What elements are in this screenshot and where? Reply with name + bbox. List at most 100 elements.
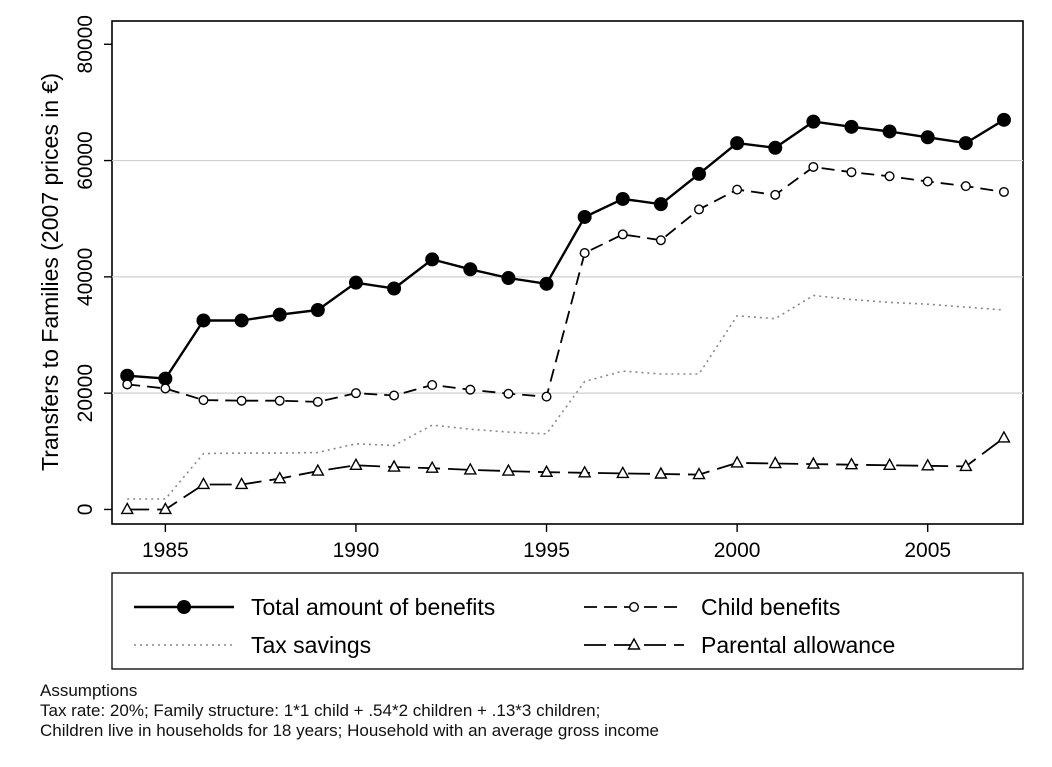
series-line [127, 118, 1005, 380]
legend-marker [627, 637, 641, 650]
data-point [884, 171, 895, 182]
legend-label: Tax savings [251, 632, 371, 658]
data-point [579, 248, 590, 259]
data-point [997, 430, 1011, 443]
data-point [996, 112, 1011, 127]
legend-label: Total amount of benefits [251, 594, 495, 620]
data-point [539, 276, 554, 291]
data-point [274, 395, 285, 406]
data-point [236, 395, 247, 406]
data-point [539, 464, 554, 477]
data-point [998, 186, 1009, 197]
series-group [120, 112, 1011, 515]
data-point [348, 275, 363, 290]
data-point [844, 457, 859, 470]
data-point [158, 371, 173, 386]
data-point [273, 471, 287, 484]
x-tick-label: 2000 [714, 539, 761, 562]
data-point [349, 457, 363, 470]
data-point [846, 167, 857, 178]
data-point [653, 197, 668, 212]
data-point [427, 380, 438, 391]
axes: 0 20000 40000 60000 80000 1985 1990 1995 2000 200… [74, 15, 951, 562]
series-line [127, 437, 1005, 511]
data-point [730, 455, 744, 468]
data-point [234, 477, 249, 490]
data-point [122, 379, 133, 390]
data-point [768, 456, 782, 469]
data-point [541, 391, 552, 402]
data-point [959, 458, 973, 472]
y-tick-label: 40000 [74, 248, 97, 306]
data-point [272, 307, 287, 322]
legend-label: Child benefits [701, 594, 840, 620]
data-point [160, 383, 171, 394]
x-tick-label: 1990 [333, 539, 380, 562]
data-point [770, 189, 781, 200]
assumptions-heading: Assumptions [40, 681, 138, 700]
data-point [882, 124, 897, 139]
data-point [694, 204, 705, 215]
x-tick-label: 2005 [904, 539, 951, 562]
data-point [158, 502, 173, 515]
x-tick-label: 1985 [142, 539, 189, 562]
data-point [501, 463, 516, 476]
data-point [465, 384, 476, 395]
data-point [196, 313, 211, 328]
legend: Total amount of benefits Child benefits Ta… [134, 594, 895, 658]
data-point [387, 281, 402, 296]
data-point [692, 467, 706, 480]
x-tick-label: 1995 [523, 539, 570, 562]
y-axis-label: Transfers to Families (2007 prices in €) [37, 73, 63, 471]
y-tick-label: 20000 [74, 364, 97, 422]
data-point [425, 460, 439, 473]
legend-box [111, 572, 1024, 670]
data-point [615, 191, 630, 206]
data-point [463, 462, 477, 475]
assumptions-line-2: Children live in households for 18 years… [40, 721, 659, 740]
data-point [234, 313, 249, 328]
assumptions-line-1: Tax rate: 20%; Family structure: 1*1 chi… [40, 701, 601, 720]
data-point [463, 262, 478, 277]
grid [112, 159, 1023, 394]
data-point [311, 463, 325, 476]
data-point [655, 235, 666, 246]
series-line [127, 294, 1004, 500]
data-point [312, 396, 323, 407]
y-tick-label: 60000 [74, 131, 97, 189]
data-point [501, 271, 516, 286]
data-point [730, 136, 745, 151]
data-point [577, 465, 592, 478]
data-point [310, 303, 325, 318]
legend-marker [177, 600, 191, 614]
data-point [350, 388, 361, 399]
data-point [198, 395, 209, 406]
y-tick-label: 80000 [74, 15, 97, 73]
legend-label: Parental allowance [701, 632, 895, 658]
data-point [768, 140, 783, 155]
data-point [844, 119, 859, 134]
data-point [616, 465, 630, 479]
data-point [960, 181, 971, 192]
data-point [958, 136, 973, 151]
data-point [425, 252, 440, 267]
plot-frame [111, 20, 1024, 525]
y-tick-label: 0 [74, 504, 97, 516]
data-point [503, 388, 514, 399]
data-point [577, 209, 592, 224]
data-point [617, 229, 628, 240]
data-point [882, 457, 897, 470]
data-point [120, 502, 134, 515]
data-point [921, 458, 935, 471]
data-point [922, 176, 933, 187]
data-point [732, 184, 743, 195]
data-point [387, 459, 401, 472]
data-point [654, 466, 668, 479]
data-point [389, 390, 400, 401]
series-line [127, 166, 1005, 403]
data-point [196, 477, 211, 490]
data-point [692, 166, 707, 181]
data-point [806, 456, 821, 469]
data-point [806, 114, 821, 129]
